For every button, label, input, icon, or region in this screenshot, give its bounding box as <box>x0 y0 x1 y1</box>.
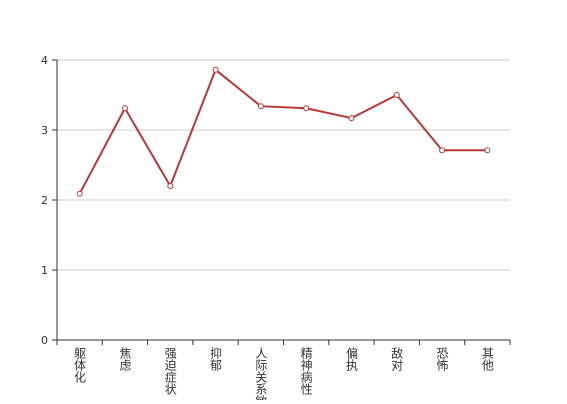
x-tick-label: 焦虑 <box>118 347 132 371</box>
y-tick-label: 1 <box>41 264 48 277</box>
point <box>348 115 355 122</box>
x-tick-label: 强迫症状 <box>163 347 177 395</box>
line <box>78 68 488 195</box>
point <box>167 183 174 189</box>
x-tick-label: 偏执 <box>344 346 358 372</box>
y-tick-label: 2 <box>41 194 48 207</box>
point <box>484 147 491 154</box>
point <box>257 103 264 110</box>
point <box>393 92 400 98</box>
point <box>76 190 83 197</box>
x-tick-label: 躯体化 <box>73 346 87 384</box>
y-tick-label: 4 <box>41 54 48 67</box>
y-tick-label: 3 <box>41 124 48 137</box>
x-tick-label: 其他 <box>480 347 494 371</box>
x-tick-label: 恐怖 <box>435 347 449 371</box>
x-tick-label: 精神病性 <box>299 347 313 396</box>
x-tick-label: 人际关系敏感 <box>254 347 268 400</box>
point <box>303 105 310 112</box>
point <box>121 105 128 112</box>
x-tick-label: 敌对 <box>390 346 404 371</box>
point <box>439 147 446 154</box>
point <box>212 66 219 73</box>
x-tick-label: 抑郁 <box>209 346 223 372</box>
y-tick-label: 0 <box>41 334 48 347</box>
